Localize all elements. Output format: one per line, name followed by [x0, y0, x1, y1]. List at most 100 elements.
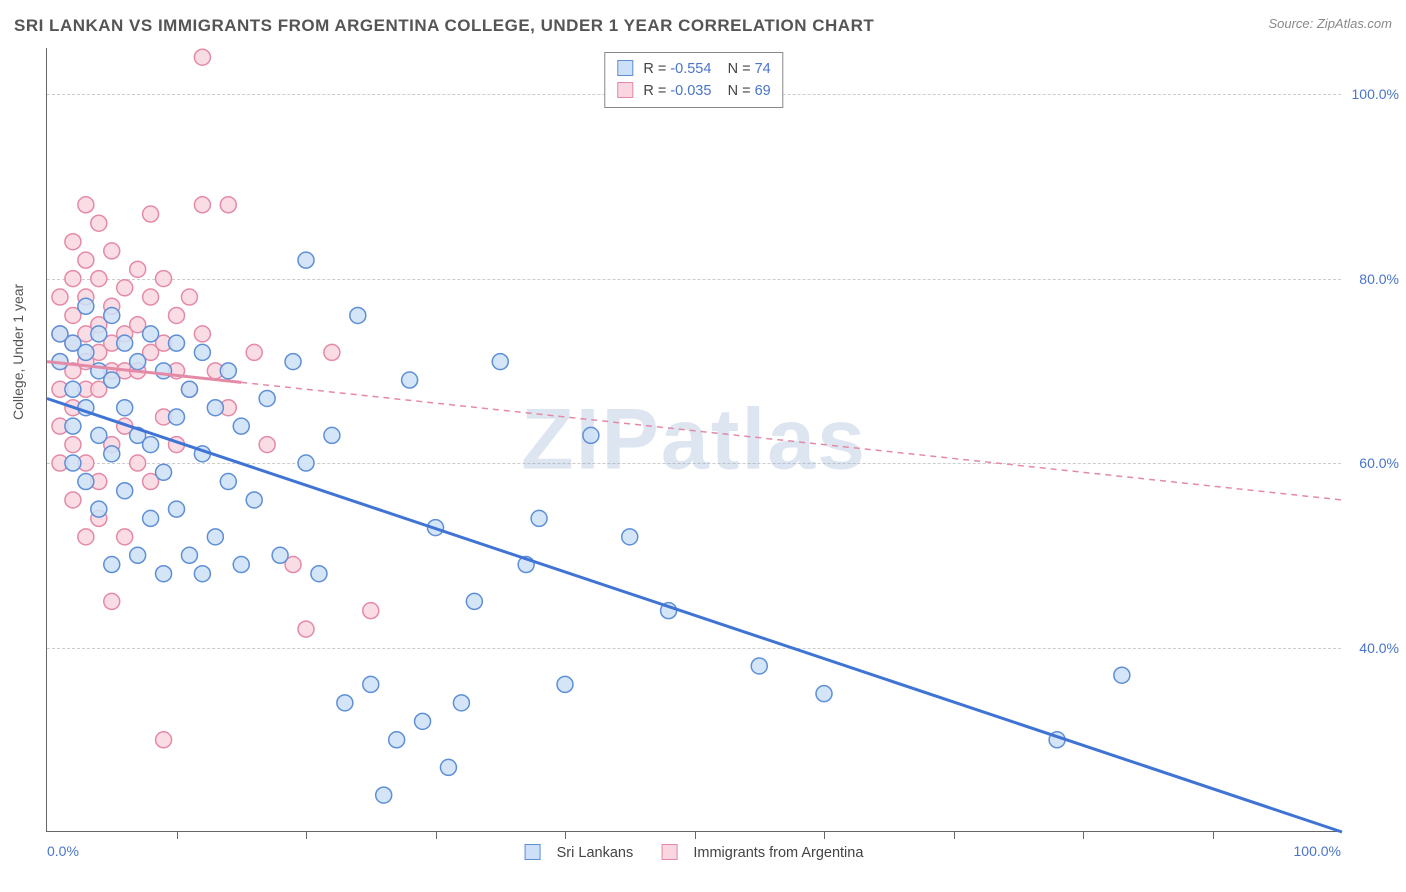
data-point: [78, 344, 94, 360]
x-tick-mark: [177, 831, 178, 839]
x-tick-label-left: 0.0%: [47, 843, 79, 859]
data-point: [298, 455, 314, 471]
data-point: [466, 593, 482, 609]
data-point: [156, 566, 172, 582]
data-point: [194, 49, 210, 65]
data-point: [259, 437, 275, 453]
data-point: [531, 510, 547, 526]
chart-title: SRI LANKAN VS IMMIGRANTS FROM ARGENTINA …: [14, 16, 874, 36]
y-tick-label: 100.0%: [1352, 86, 1399, 102]
data-point: [169, 501, 185, 517]
chart-source: Source: ZipAtlas.com: [1268, 16, 1392, 31]
data-point: [104, 446, 120, 462]
x-tick-mark: [1213, 831, 1214, 839]
data-point: [194, 197, 210, 213]
data-point: [557, 676, 573, 692]
data-point: [415, 713, 431, 729]
legend-label-1: Sri Lankans: [557, 845, 634, 861]
plot-area: ZIPatlas R = -0.554 N = 74 R = -0.035 N …: [46, 48, 1341, 832]
data-point: [117, 529, 133, 545]
data-point: [492, 354, 508, 370]
x-tick-mark: [954, 831, 955, 839]
x-tick-mark: [306, 831, 307, 839]
data-point: [91, 271, 107, 287]
x-tick-mark: [695, 831, 696, 839]
data-point: [169, 335, 185, 351]
data-point: [311, 566, 327, 582]
n-value-1: 74: [755, 61, 771, 77]
data-point: [78, 252, 94, 268]
data-point: [104, 372, 120, 388]
data-point: [440, 759, 456, 775]
data-point: [91, 501, 107, 517]
data-point: [246, 492, 262, 508]
data-point: [376, 787, 392, 803]
data-point: [285, 354, 301, 370]
data-point: [583, 427, 599, 443]
data-point: [1114, 667, 1130, 683]
data-point: [117, 483, 133, 499]
x-tick-mark: [824, 831, 825, 839]
data-point: [78, 298, 94, 314]
data-point: [181, 289, 197, 305]
data-point: [156, 271, 172, 287]
data-point: [207, 529, 223, 545]
data-point: [363, 676, 379, 692]
data-point: [350, 307, 366, 323]
data-point: [324, 344, 340, 360]
data-point: [65, 271, 81, 287]
data-point: [130, 261, 146, 277]
x-tick-label-right: 100.0%: [1294, 843, 1341, 859]
data-point: [65, 234, 81, 250]
data-point: [117, 335, 133, 351]
data-point: [169, 307, 185, 323]
chart-header: SRI LANKAN VS IMMIGRANTS FROM ARGENTINA …: [14, 16, 1392, 36]
data-point: [220, 197, 236, 213]
swatch-series-2: [617, 82, 633, 98]
data-point: [233, 418, 249, 434]
y-tick-label: 40.0%: [1359, 640, 1399, 656]
data-point: [389, 732, 405, 748]
data-point: [104, 307, 120, 323]
stats-row-2: R = -0.035 N = 69: [617, 80, 770, 102]
data-point: [181, 547, 197, 563]
data-point: [91, 326, 107, 342]
stats-row-1: R = -0.554 N = 74: [617, 58, 770, 80]
y-tick-label: 80.0%: [1359, 271, 1399, 287]
data-point: [104, 557, 120, 573]
data-point: [143, 437, 159, 453]
data-point: [751, 658, 767, 674]
data-point: [324, 427, 340, 443]
data-point: [816, 686, 832, 702]
data-point: [78, 529, 94, 545]
data-point: [298, 252, 314, 268]
x-tick-mark: [1083, 831, 1084, 839]
n-value-2: 69: [755, 83, 771, 99]
data-point: [65, 437, 81, 453]
data-point: [156, 732, 172, 748]
data-point: [117, 280, 133, 296]
data-point: [194, 566, 210, 582]
data-point: [65, 492, 81, 508]
data-point: [143, 289, 159, 305]
r-value-2: -0.035: [670, 83, 711, 99]
data-point: [143, 326, 159, 342]
data-point: [194, 326, 210, 342]
data-point: [91, 215, 107, 231]
data-point: [169, 409, 185, 425]
data-point: [402, 372, 418, 388]
data-point: [130, 547, 146, 563]
data-point: [233, 557, 249, 573]
y-axis-label: College, Under 1 year: [10, 284, 26, 420]
data-point: [337, 695, 353, 711]
data-point: [453, 695, 469, 711]
data-point: [156, 464, 172, 480]
data-point: [207, 400, 223, 416]
y-tick-label: 60.0%: [1359, 455, 1399, 471]
swatch-bottom-2: [661, 844, 677, 860]
data-point: [259, 390, 275, 406]
data-point: [52, 289, 68, 305]
swatch-bottom-1: [525, 844, 541, 860]
bottom-legend: Sri Lankans Immigrants from Argentina: [519, 844, 870, 861]
swatch-series-1: [617, 60, 633, 76]
